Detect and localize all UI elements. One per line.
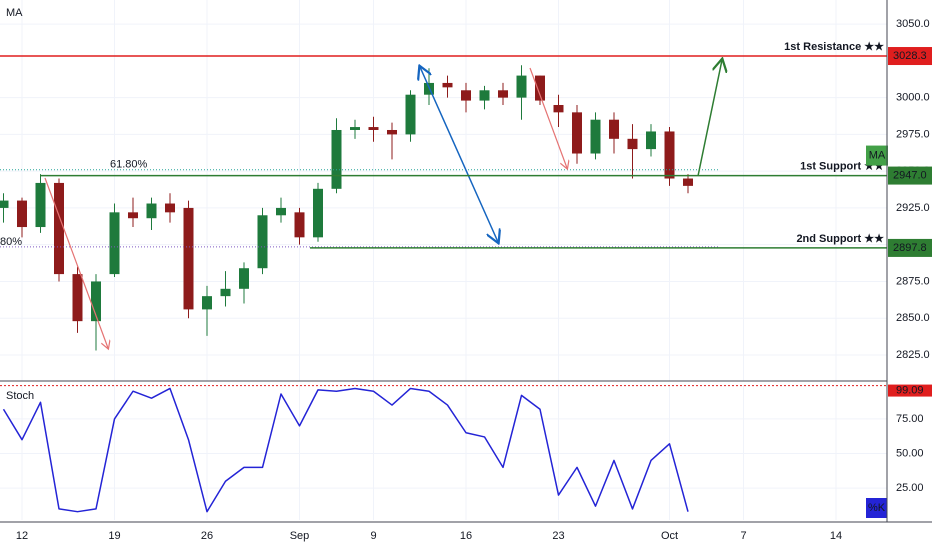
candle-body <box>109 212 120 275</box>
candle-body <box>461 90 471 101</box>
candle-body <box>91 281 101 322</box>
candle-body <box>72 274 83 322</box>
x-tick-label: 16 <box>460 530 472 542</box>
y-tick-label: 50.00 <box>896 447 924 459</box>
candle-body <box>479 90 490 101</box>
candle-body <box>0 200 9 208</box>
series-tag-label: %K <box>868 502 886 514</box>
x-tick-label: 26 <box>201 530 213 542</box>
candle-body <box>165 203 175 213</box>
x-tick-label: 19 <box>108 530 120 542</box>
candle-body <box>442 82 453 88</box>
candle-body <box>572 112 582 154</box>
price-tag <box>888 238 932 257</box>
candle-body <box>609 119 619 139</box>
candle-body <box>405 94 416 135</box>
candle-body <box>294 212 305 238</box>
candle-body <box>202 296 212 310</box>
candle-body <box>516 75 527 98</box>
arrow <box>529 67 567 168</box>
y-tick-label: 2850.0 <box>896 312 930 324</box>
overlay: 2825.02850.02875.02900.02925.02950.02975… <box>0 18 932 542</box>
candle-body <box>368 127 379 130</box>
candle-body <box>313 188 323 238</box>
candle-body <box>553 104 564 113</box>
x-tick-label: 23 <box>552 530 564 542</box>
fib-label: 80% <box>0 236 22 248</box>
level-name: 1st Resistance ★★ <box>784 41 884 53</box>
y-tick-label: 3050.0 <box>896 18 930 30</box>
arrow <box>697 60 722 177</box>
level-name: 2nd Support ★★ <box>796 233 884 245</box>
price-tag-label: 2947.0 <box>893 169 927 181</box>
candle-body <box>220 288 231 297</box>
candle-body <box>646 131 656 150</box>
price-tag <box>888 47 932 66</box>
y-tick-label: 3000.0 <box>896 92 930 104</box>
x-tick-label: 12 <box>16 530 28 542</box>
arrow <box>44 177 108 348</box>
candle-body <box>627 138 638 150</box>
y-tick-label: 2925.0 <box>896 202 930 214</box>
candle-body <box>146 203 157 219</box>
ma-tag-label: MA <box>869 149 886 161</box>
series-tag <box>866 498 887 518</box>
indicator-label: MA <box>6 7 23 19</box>
candle-body <box>683 178 693 186</box>
candle-body <box>183 207 194 310</box>
x-tick-label: Oct <box>661 530 678 542</box>
stoch-line <box>2 387 689 513</box>
candle-body <box>590 119 601 154</box>
candle-body <box>498 90 508 98</box>
x-tick-label: 9 <box>370 530 376 542</box>
candle-body <box>54 182 64 275</box>
y-tick-label: 2825.0 <box>896 349 930 361</box>
candle-body <box>331 129 342 189</box>
y-tick-label: 2975.0 <box>896 128 930 140</box>
fib-label: 61.80% <box>110 159 148 171</box>
candle-body <box>17 200 27 228</box>
price-tag <box>888 166 932 185</box>
arrow <box>420 67 498 242</box>
x-tick-label: 7 <box>740 530 746 542</box>
level-tag-label: 99.09 <box>896 384 924 396</box>
x-tick-label: 14 <box>830 530 842 542</box>
y-tick-label: 75.00 <box>896 413 924 425</box>
x-tick-label: Sep <box>290 530 310 542</box>
candle-body <box>387 129 397 135</box>
y-tick-label: 2875.0 <box>896 275 930 287</box>
candle-body <box>35 182 46 228</box>
price-tag-label: 3028.3 <box>893 50 927 62</box>
stoch-title: Stoch <box>6 390 34 402</box>
grid <box>0 0 887 520</box>
level-tag <box>888 384 932 397</box>
candle-body <box>257 215 268 269</box>
y-tick-label: 25.00 <box>896 482 924 494</box>
candle-body <box>350 127 360 130</box>
level-name: 1st Support ★★ <box>800 160 884 172</box>
candle-body <box>239 268 249 289</box>
candle-body <box>664 131 675 179</box>
candle-body <box>535 75 545 101</box>
ma-tag <box>866 145 888 166</box>
candle-body <box>276 207 286 216</box>
marks <box>0 65 720 513</box>
price-tag-label: 2897.8 <box>893 242 927 254</box>
candle-body <box>128 212 138 219</box>
